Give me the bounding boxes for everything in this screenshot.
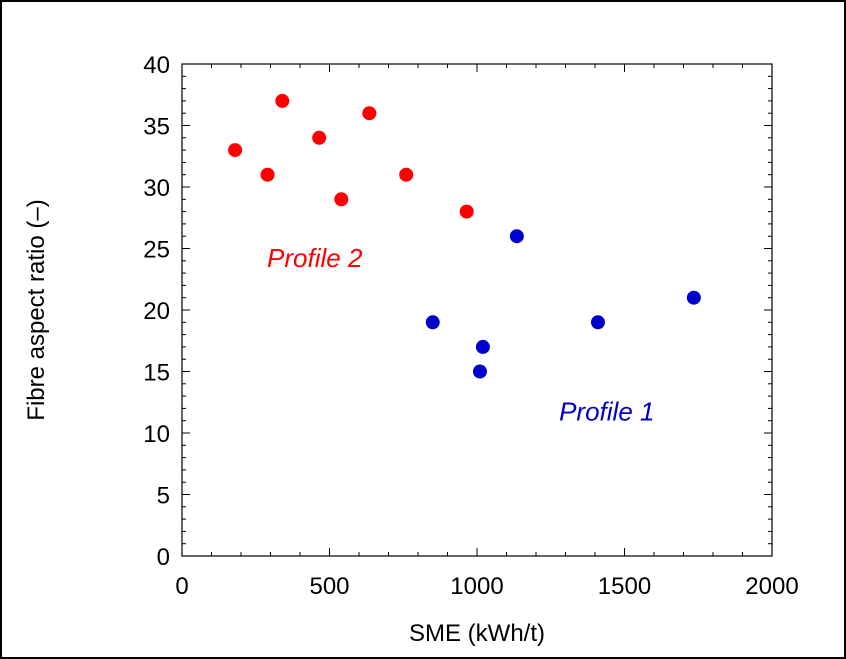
data-point-profile-1	[425, 315, 440, 330]
x-tick-label: 1000	[450, 573, 503, 600]
annotation-profile-1: Profile 1	[559, 397, 654, 427]
data-point-profile-1	[509, 229, 524, 244]
data-point-profile-2	[399, 167, 414, 182]
data-points	[228, 93, 701, 379]
y-tick-label: 15	[143, 360, 170, 387]
y-tick-label: 20	[143, 298, 170, 325]
y-tick-label: 30	[143, 175, 170, 202]
data-point-profile-2	[459, 204, 474, 219]
x-tick-label: 1500	[598, 573, 651, 600]
x-tick-label: 2000	[745, 573, 798, 600]
y-axis-label: Fibre aspect ratio (–)	[23, 199, 50, 420]
y-tick-label: 35	[143, 114, 170, 141]
data-point-profile-2	[334, 192, 349, 207]
data-point-profile-2	[228, 143, 243, 158]
annotation-profile-2: Profile 2	[267, 243, 363, 273]
x-tick-label: 500	[309, 573, 349, 600]
data-point-profile-1	[472, 364, 487, 379]
y-tick-label: 10	[143, 421, 170, 448]
data-point-profile-2	[312, 130, 327, 145]
data-point-profile-2	[275, 93, 290, 108]
x-tick-label: 0	[175, 573, 188, 600]
data-point-profile-2	[362, 106, 377, 121]
data-point-profile-1	[590, 315, 605, 330]
axes: 0 500 1000 1500 2000 0 5 10 15 20 25 30 35 40	[143, 52, 798, 600]
data-point-profile-1	[475, 339, 490, 354]
y-tick-label: 40	[143, 52, 170, 79]
y-tick-label: 25	[143, 237, 170, 264]
x-axis-label: SME (kWh/t)	[409, 620, 545, 647]
data-point-profile-1	[686, 290, 701, 305]
annotations: Profile 2 Profile 1	[267, 243, 654, 427]
y-tick-label: 5	[157, 483, 170, 510]
y-tick-label: 0	[157, 544, 170, 571]
data-point-profile-2	[260, 167, 275, 182]
